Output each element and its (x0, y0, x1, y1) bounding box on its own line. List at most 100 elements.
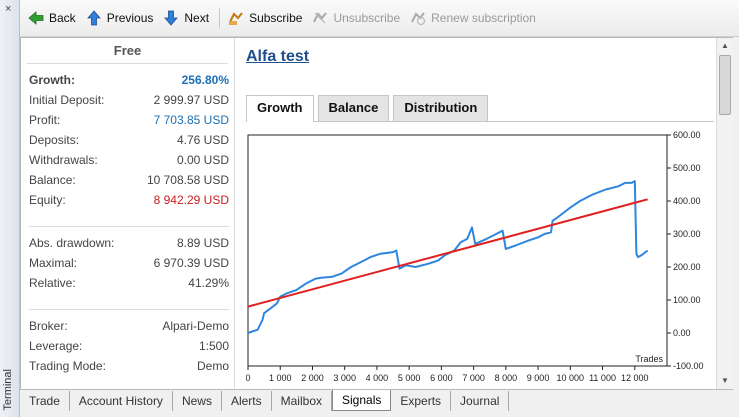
bottom-tab-mailbox[interactable]: Mailbox (272, 391, 332, 411)
stat-leverage-label: Leverage: (29, 339, 83, 353)
y-tick-label: 100.00 (673, 295, 701, 305)
renew-subscription-label: Renew subscription (431, 11, 536, 25)
x-tick-label: 11 000 (589, 373, 616, 383)
bottom-tab-alerts[interactable]: Alerts (222, 391, 272, 411)
stat-profit-value: 7 703.85 USD (153, 113, 229, 127)
growth-chart-svg: 600.00 500.00 400.00 300.00 200.00 100.00 0.00… (245, 130, 704, 383)
x-tick-label: 6 000 (430, 373, 453, 383)
stat-deposits-label: Deposits: (29, 133, 80, 147)
stat-trading-mode: Trading Mode: Demo (29, 356, 229, 376)
stat-relative-label: Relative: (29, 276, 76, 290)
x-tick-label: 3 000 (333, 373, 356, 383)
growth-chart: 600.00 500.00 400.00 300.00 200.00 100.00 0.00… (245, 121, 714, 387)
scroll-down-icon[interactable]: ▼ (721, 376, 729, 385)
terminal-bottom-tabs: Trade Account History News Alerts Mailbo… (20, 390, 739, 417)
stat-withdrawals-value: 0.00 USD (176, 153, 229, 167)
scrollbar-thumb[interactable] (719, 55, 731, 115)
back-label: Back (49, 11, 76, 25)
signal-title-link[interactable]: Alfa test (246, 48, 310, 65)
stat-growth: Growth: 256.80% (29, 70, 229, 90)
stat-abs-drawdown-value: 8.89 USD (176, 236, 229, 250)
stat-maximal-value: 6 970.39 USD (153, 256, 229, 270)
x-tick-label: 10 000 (557, 373, 585, 383)
unsubscribe-icon (312, 10, 328, 26)
x-tick-label: 9 000 (527, 373, 550, 383)
stat-profit-label: Profit: (29, 113, 61, 127)
previous-label: Previous (106, 11, 154, 25)
stat-growth-value: 256.80% (181, 73, 229, 87)
signal-content: Alfa test Growth Balance Distribution 60… (236, 38, 717, 389)
bottom-tab-account-history[interactable]: Account History (70, 391, 173, 411)
tab-distribution[interactable]: Distribution (393, 95, 489, 121)
x-tick-label: 2 000 (301, 373, 324, 383)
tab-balance[interactable]: Balance (317, 95, 390, 121)
x-tick-label: 12 000 (621, 373, 649, 383)
y-tick-label: 600.00 (673, 130, 701, 140)
stat-broker-label: Broker: (29, 319, 68, 333)
stat-deposits-value: 4.76 USD (176, 133, 229, 147)
bottom-tab-experts[interactable]: Experts (391, 391, 452, 411)
stat-maximal: Maximal: 6 970.39 USD (29, 253, 229, 273)
renew-subscription-button[interactable]: Renew subscription (406, 5, 540, 31)
unsubscribe-button[interactable]: Unsubscribe (308, 5, 404, 31)
stat-initial-deposit: Initial Deposit: 2 999.97 USD (29, 90, 229, 110)
tab-growth[interactable]: Growth (246, 95, 314, 122)
stat-profit: Profit: 7 703.85 USD (29, 110, 229, 130)
x-tick-label: 4 000 (366, 373, 389, 383)
next-label: Next (184, 11, 210, 25)
y-tick-label: 400.00 (673, 196, 701, 206)
x-axis-label: Trades (635, 354, 663, 364)
bottom-tab-signals[interactable]: Signals (332, 390, 392, 411)
vertical-scrollbar[interactable]: ▲ ▼ (716, 38, 733, 389)
bottom-tab-news[interactable]: News (173, 391, 222, 411)
stat-abs-drawdown-label: Abs. drawdown: (29, 236, 115, 250)
y-tick-label: 200.00 (673, 262, 701, 272)
stat-growth-label: Growth: (29, 73, 75, 87)
signal-details-panel: Free Growth: 256.80% Initial Deposit: 2 … (20, 37, 733, 390)
stat-trading-mode-value: Demo (196, 359, 229, 373)
y-tick-label: -100.00 (673, 361, 704, 371)
arrow-down-icon (163, 10, 179, 26)
stat-balance: Balance: 10 708.58 USD (29, 170, 229, 190)
stats-divider (29, 309, 229, 310)
toolbar-separator (219, 8, 221, 28)
stat-broker: Broker: Alpari-Demo (29, 316, 229, 336)
terminal-side-strip: × Terminal (0, 0, 20, 417)
scroll-up-icon[interactable]: ▲ (721, 41, 729, 50)
stat-balance-value: 10 708.58 USD (146, 173, 229, 187)
stat-leverage-value: 1:500 (198, 339, 229, 353)
subscribe-button[interactable]: Subscribe (224, 5, 306, 31)
renew-icon (410, 10, 426, 26)
trend-series-line (247, 198, 648, 308)
close-icon[interactable]: × (5, 3, 12, 15)
subscribe-label: Subscribe (249, 11, 303, 25)
stat-relative-value: 41.29% (188, 276, 229, 290)
x-tick-label: 7 000 (462, 373, 485, 383)
unsubscribe-label: Unsubscribe (333, 11, 401, 25)
stat-initial-deposit-label: Initial Deposit: (29, 93, 105, 107)
arrow-left-icon (28, 10, 44, 26)
stat-broker-value: Alpari-Demo (162, 319, 229, 333)
signal-stats: Free Growth: 256.80% Initial Deposit: 2 … (21, 38, 235, 389)
previous-button[interactable]: Previous (82, 5, 158, 31)
y-tick-label: 500.00 (673, 163, 701, 173)
x-tick-label: 8 000 (495, 373, 518, 383)
stat-leverage: Leverage: 1:500 (29, 336, 229, 356)
y-tick-label: 0.00 (673, 328, 691, 338)
x-tick-label: 1 000 (269, 373, 292, 383)
stat-balance-label: Balance: (29, 173, 76, 187)
bottom-tab-journal[interactable]: Journal (451, 391, 510, 411)
stat-initial-deposit-value: 2 999.97 USD (153, 93, 229, 107)
x-tick-label: 0 (246, 373, 251, 383)
stat-equity-value: 8 942.29 USD (153, 193, 229, 207)
growth-series-line (247, 180, 649, 334)
stat-maximal-label: Maximal: (29, 256, 78, 270)
bottom-tab-trade[interactable]: Trade (20, 391, 70, 411)
terminal-side-label: Terminal (2, 369, 14, 411)
stat-equity-label: Equity: (29, 193, 66, 207)
next-button[interactable]: Next (159, 5, 213, 31)
x-tick-label: 5 000 (398, 373, 421, 383)
chart-tabs: Growth Balance Distribution (246, 95, 492, 122)
back-button[interactable]: Back (24, 5, 80, 31)
